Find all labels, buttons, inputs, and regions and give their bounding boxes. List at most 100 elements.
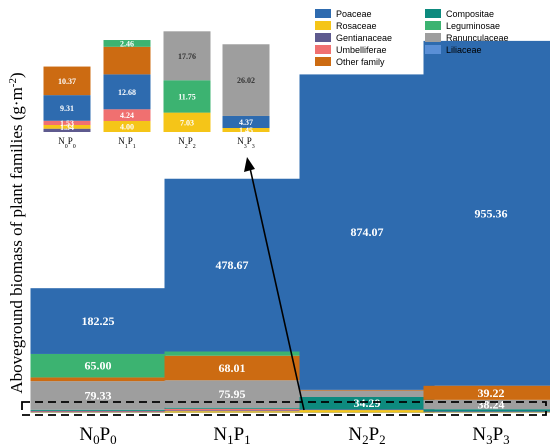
bar-compositae-3 bbox=[423, 409, 550, 412]
x-tick-labels: N0P0 N1P1 N2P2 N3P3 bbox=[79, 424, 509, 447]
bar-ranunculaceae-1 bbox=[164, 380, 300, 408]
inset-value-label-rosaceae-3: 1.45 bbox=[239, 126, 253, 135]
value-label-poaceae-1: 478.67 bbox=[216, 258, 249, 272]
inset-bar-gentianaceae-0 bbox=[43, 128, 91, 132]
bar-compositae-2 bbox=[299, 397, 435, 410]
inset-x-tick-0-main: N bbox=[58, 136, 65, 146]
inset-x-tick-0-sub1: 0 bbox=[65, 144, 68, 150]
bar-umbelliferae-0 bbox=[30, 410, 166, 412]
zoom-arrow-line bbox=[249, 167, 305, 411]
value-label-poaceae-2: 874.07 bbox=[351, 225, 384, 239]
bar-other-family-2 bbox=[299, 389, 435, 391]
legend-label-other-family: Other family bbox=[336, 57, 385, 67]
x-tick-1-main: N bbox=[213, 424, 227, 445]
legend-label-poaceae: Poaceae bbox=[336, 9, 372, 19]
inset-x-tick-3-mid: P bbox=[247, 136, 252, 146]
value-label-leguminosae-0: 65.00 bbox=[85, 359, 112, 373]
bar-rosaceae-3 bbox=[423, 412, 550, 413]
zoom-arrow-head bbox=[244, 157, 255, 172]
legend-swatch-leguminosae bbox=[425, 21, 441, 30]
bar-poaceae-3 bbox=[423, 40, 550, 386]
inset-bar-ranunculaceae-3 bbox=[222, 44, 270, 116]
legend-swatch-poaceae bbox=[315, 9, 331, 18]
inset-x-tick-2-sub2: 2 bbox=[193, 144, 196, 150]
inset-value-label-poaceae-3: 4.37 bbox=[239, 118, 253, 127]
inset-x-tick-2-sub1: 2 bbox=[185, 144, 188, 150]
x-tick-3-main: N bbox=[472, 424, 486, 445]
zoom-region-box bbox=[21, 401, 547, 416]
x-tick-1: N1P1 bbox=[213, 424, 250, 447]
bar-compositae-1 bbox=[164, 407, 300, 409]
inset-value-label-rosaceae-1: 4.00 bbox=[120, 122, 134, 131]
bar-gentianaceae-3 bbox=[423, 411, 550, 413]
inset-bar-leguminosae-1 bbox=[103, 40, 151, 47]
bar-leguminosae-1 bbox=[164, 351, 300, 356]
x-tick-1-sub2: 1 bbox=[244, 432, 251, 447]
bar-gentianaceae-1 bbox=[164, 410, 300, 412]
bar-ranunculaceae-3 bbox=[423, 399, 550, 410]
legend-swatch-rosaceae bbox=[315, 21, 331, 30]
inset-x-tick-2-main: N bbox=[178, 136, 185, 146]
inset-value-label-rosaceae-2: 7.03 bbox=[180, 118, 194, 127]
bar-other-family-3 bbox=[423, 385, 550, 400]
bar-poaceae-0 bbox=[30, 288, 166, 354]
value-label-other-family-1: 68.01 bbox=[219, 361, 246, 375]
bar-gentianaceae-2 bbox=[299, 409, 435, 411]
inset-bar-leguminosae-2 bbox=[163, 80, 211, 113]
bar-leguminosae-0 bbox=[30, 353, 166, 378]
x-tick-3-sub2: 3 bbox=[503, 432, 510, 447]
legend-label-leguminosae: Leguminosae bbox=[446, 21, 500, 31]
x-tick-0-sub1: 0 bbox=[93, 432, 100, 447]
inset-value-label-poaceae-0: 9.31 bbox=[60, 104, 74, 113]
x-tick-2-main: N bbox=[348, 424, 362, 445]
bar-rosaceae-1 bbox=[164, 411, 300, 413]
x-tick-2-sub2: 2 bbox=[379, 432, 386, 447]
bar-ranunculaceae-0 bbox=[30, 381, 166, 410]
inset-value-label-rosaceae-0: 1.34 bbox=[60, 123, 74, 132]
inset-bar-poaceae-3 bbox=[222, 115, 270, 129]
inset-value-label-leguminosae-2: 11.75 bbox=[178, 92, 196, 101]
value-label-poaceae-0: 182.25 bbox=[82, 314, 115, 328]
bar-compositae-0 bbox=[30, 409, 166, 411]
x-tick-2: N2P2 bbox=[348, 424, 385, 447]
inset-bar-rosaceae-3 bbox=[222, 128, 270, 132]
inset-x-tick-1: N1P1 bbox=[118, 136, 136, 150]
inset-bar-poaceae-0 bbox=[43, 95, 91, 121]
inset-value-label-umbelliferae-0: 1.53 bbox=[60, 119, 74, 128]
y-axis-label: Aboveground biomass of plant families (g… bbox=[7, 72, 26, 393]
y-axis-label-end: ) bbox=[7, 72, 26, 78]
inset-x-tick-3: N3P3 bbox=[237, 136, 255, 150]
value-label-compositae-2: 34.29 bbox=[354, 396, 381, 410]
legend: Poaceae Compositae Rosaceae Leguminosae Gent… bbox=[315, 9, 509, 67]
bar-ranunculaceae-2 bbox=[299, 390, 435, 398]
inset-bar-other-family-1 bbox=[103, 46, 151, 75]
legend-label-ranunculaceae: Ranunculaceae bbox=[446, 33, 509, 43]
x-tick-3: N3P3 bbox=[472, 424, 509, 447]
inset-x-tick-3-sub1: 3 bbox=[244, 144, 247, 150]
inset-bar-umbelliferae-0 bbox=[43, 120, 91, 126]
legend-label-liliaceae: Liliaceae bbox=[446, 45, 482, 55]
y-axis-label-sup: -2 bbox=[7, 78, 19, 87]
bar-rosaceae-2 bbox=[299, 410, 435, 413]
inset-x-tick-3-sub2: 3 bbox=[252, 144, 255, 150]
inset-x-tick-1-sub1: 1 bbox=[125, 144, 128, 150]
main-value-labels: 79.33 65.00 182.25 75.95 68.01 478.67 34.29 874… bbox=[82, 206, 508, 411]
bar-other-family-1 bbox=[164, 355, 300, 381]
inset-value-label-ranunculaceae-3: 26.02 bbox=[237, 76, 255, 85]
x-tick-0-main: N bbox=[79, 424, 93, 445]
inset-bars bbox=[43, 31, 270, 132]
inset-bar-umbelliferae-1 bbox=[103, 109, 151, 121]
legend-label-umbelliferae: Umbelliferae bbox=[336, 45, 387, 55]
x-tick-0: N0P0 bbox=[79, 424, 116, 447]
x-tick-2-sub1: 2 bbox=[362, 432, 369, 447]
x-tick-0-sub2: 0 bbox=[110, 432, 117, 447]
bar-umbelliferae-1 bbox=[164, 408, 300, 411]
main-bars bbox=[30, 40, 550, 413]
inset-x-tick-1-sub2: 1 bbox=[133, 144, 136, 150]
legend-swatch-compositae bbox=[425, 9, 441, 18]
legend-label-gentianaceae: Gentianaceae bbox=[336, 33, 392, 43]
legend-swatch-liliaceae bbox=[425, 45, 441, 54]
bar-poaceae-1 bbox=[164, 178, 300, 352]
inset-value-labels: 1.341.53 9.31 10.37 4.00 4.24 12.68 2.46 7.03 11… bbox=[58, 39, 255, 135]
